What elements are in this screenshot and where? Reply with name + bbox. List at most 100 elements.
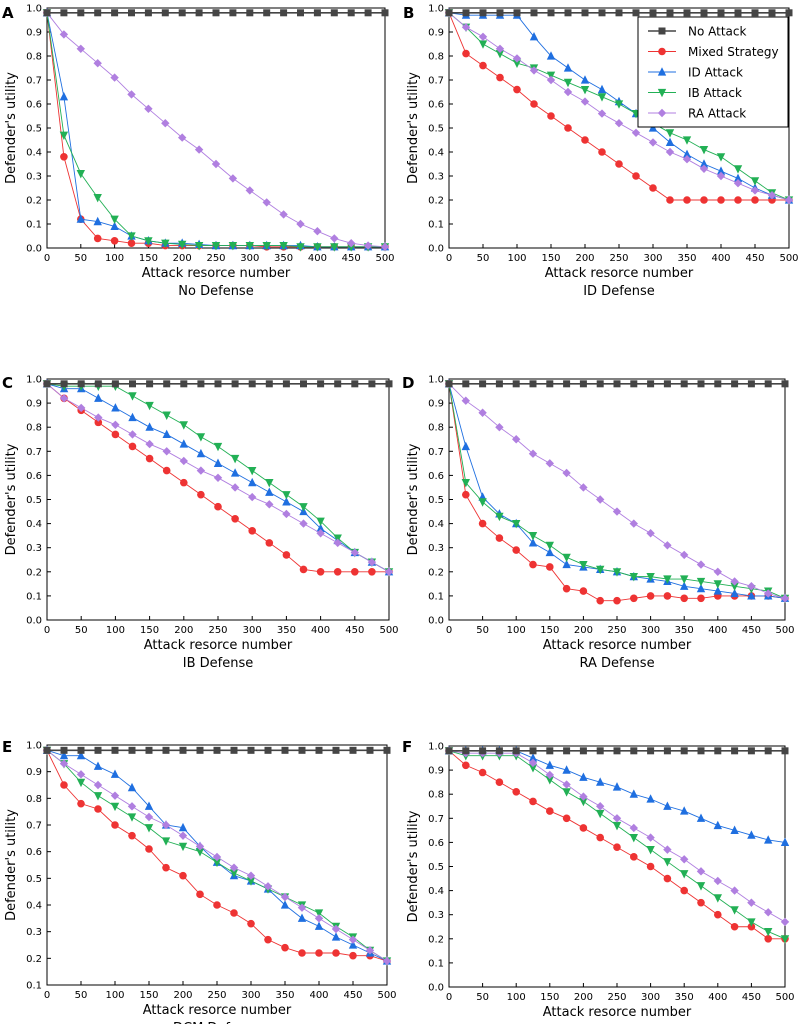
data-point: [663, 380, 671, 388]
y-tick-label: 1.0: [428, 375, 444, 386]
y-tick-label: 0.8: [26, 794, 42, 805]
data-point: [717, 196, 725, 204]
data-point: [612, 507, 622, 516]
data-point: [596, 802, 605, 811]
data-point: [247, 919, 255, 928]
data-point: [77, 403, 86, 413]
data-point: [313, 243, 322, 252]
data-point: [145, 422, 154, 431]
y-tick-label: 0.3: [428, 910, 444, 921]
legend-entry-no-attack: No Attack: [648, 25, 746, 39]
data-point: [529, 32, 539, 41]
data-point: [512, 747, 520, 755]
data-point: [747, 747, 755, 755]
data-point: [579, 792, 588, 801]
data-point: [730, 825, 739, 834]
y-tick-label: 0.7: [26, 447, 42, 458]
y-tick-label: 0.1: [26, 981, 42, 992]
data-point: [315, 949, 323, 957]
data-point: [228, 242, 238, 251]
data-point: [528, 764, 538, 773]
data-point: [330, 9, 338, 17]
data-point: [385, 380, 393, 388]
data-point: [563, 78, 573, 88]
data-point: [751, 196, 759, 204]
data-point: [349, 746, 357, 754]
data-point: [632, 9, 640, 17]
data-point: [60, 746, 68, 754]
data-point: [280, 892, 290, 902]
data-point: [313, 9, 321, 17]
data-point: [161, 119, 170, 128]
data-point: [196, 433, 206, 442]
x-tick-label: 400: [311, 625, 330, 636]
data-point: [196, 746, 204, 754]
data-point: [128, 9, 135, 17]
data-point: [180, 478, 188, 487]
x-tick-label: 500: [775, 992, 794, 1003]
y-tick-label: 0.7: [26, 821, 42, 832]
data-point: [262, 242, 271, 251]
data-point: [784, 195, 794, 205]
y-tick-label: 0.4: [26, 519, 42, 530]
data-point: [580, 97, 590, 106]
y-tick-label: 0.9: [26, 28, 42, 39]
data-point: [179, 421, 188, 430]
x-axis-label: Attack resorce number: [543, 1005, 692, 1020]
data-point: [731, 747, 739, 755]
data-point: [461, 23, 471, 32]
panel-a: A 0 50 100 150 200 250 300 350 400 450 500 0.0 0.1 0.2…: [2, 4, 395, 300]
data-point: [629, 823, 638, 833]
data-point: [716, 153, 726, 162]
data-point: [315, 746, 323, 754]
data-point: [512, 59, 522, 68]
data-point: [461, 479, 470, 488]
data-point: [246, 877, 256, 886]
x-tick-label: 500: [375, 253, 394, 264]
data-point: [77, 9, 85, 17]
data-point: [282, 509, 291, 519]
x-tick-label: 250: [208, 625, 227, 636]
data-point: [298, 949, 306, 957]
data-point: [546, 747, 554, 755]
y-tick-label: 0.3: [26, 927, 42, 938]
x-tick-label: 450: [742, 992, 761, 1003]
data-point: [128, 442, 137, 451]
data-point: [682, 155, 692, 164]
y-tick-label: 0.5: [428, 862, 444, 873]
legend-label: No Attack: [688, 25, 746, 39]
x-tick-label: 150: [540, 625, 559, 636]
panel-label: D: [402, 374, 414, 392]
data-point: [265, 539, 274, 547]
x-tick-label: 350: [677, 253, 696, 264]
data-point: [230, 746, 238, 754]
data-point: [545, 760, 554, 769]
data-point: [265, 479, 274, 488]
data-point: [264, 935, 272, 944]
data-point: [682, 149, 692, 158]
panel-label: B: [403, 4, 414, 22]
data-point: [129, 380, 136, 388]
x-tick-label: 100: [106, 625, 125, 636]
y-tick-label: 0.8: [26, 423, 42, 434]
data-point: [281, 943, 289, 952]
data-point: [646, 833, 655, 842]
data-point: [351, 568, 359, 576]
data-point: [478, 40, 488, 49]
data-point: [780, 917, 790, 927]
data-point: [212, 9, 220, 17]
y-tick-label: 1.0: [26, 4, 42, 15]
data-point: [699, 146, 709, 155]
data-point: [178, 133, 187, 142]
data-point: [699, 164, 709, 173]
data-point: [512, 546, 520, 554]
data-point: [714, 747, 722, 755]
y-tick-label: 0.0: [26, 244, 42, 255]
legend-marker: [658, 47, 666, 56]
data-point: [94, 805, 102, 813]
data-point: [630, 380, 638, 388]
data-point: [299, 503, 308, 512]
data-point: [313, 227, 322, 236]
data-point: [179, 871, 187, 880]
data-point: [76, 214, 85, 223]
